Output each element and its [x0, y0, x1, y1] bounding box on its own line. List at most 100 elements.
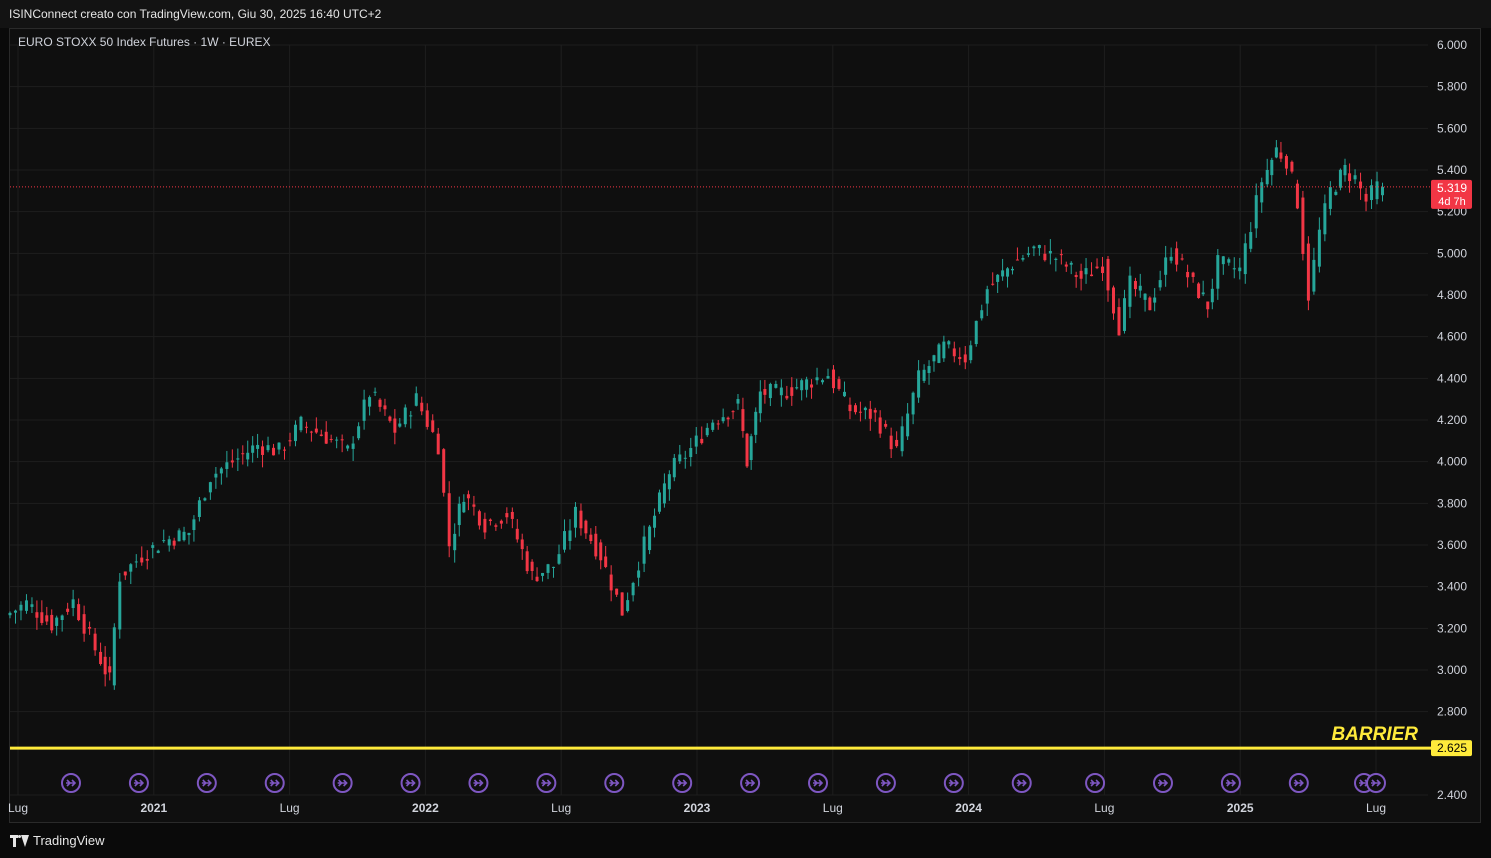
event-arrow-icon: [405, 779, 416, 787]
candle-body: [515, 528, 519, 540]
x-tick-label: 2024: [955, 801, 982, 815]
candle-body: [584, 520, 588, 534]
candle-body: [754, 411, 758, 435]
candle-body: [853, 405, 857, 413]
x-tick-label: 2023: [684, 801, 711, 815]
candle-body: [546, 564, 550, 573]
candle-body: [314, 428, 318, 433]
candle-body: [842, 391, 846, 397]
y-tick-label: 4.800: [1437, 288, 1467, 302]
candle-body: [414, 393, 418, 406]
candle-body: [716, 423, 720, 425]
candle-body: [689, 448, 693, 458]
candle-body: [1169, 256, 1173, 261]
event-arrow-icon: [745, 779, 756, 787]
candle-body: [304, 426, 308, 428]
chart-panel[interactable]: [9, 28, 1481, 823]
candle-body: [431, 420, 435, 432]
symbol-legend[interactable]: EURO STOXX 50 Index Futures · 1W · EUREX: [18, 35, 271, 49]
candle-body: [335, 439, 339, 441]
candle-body: [156, 550, 160, 553]
candle-body: [1059, 254, 1063, 256]
candle-body: [1301, 197, 1305, 255]
candle-body: [134, 561, 138, 563]
candle-body: [594, 533, 598, 557]
candle-body: [477, 511, 481, 526]
candle-body: [974, 320, 978, 345]
candle-body: [530, 561, 534, 571]
candle-body: [672, 457, 676, 478]
candle-body: [774, 383, 778, 388]
candle-body: [980, 310, 984, 319]
candle-body: [790, 387, 794, 396]
candle-body: [589, 534, 593, 541]
candle-body: [631, 582, 635, 596]
candle-body: [678, 454, 682, 462]
candle-body: [958, 357, 962, 360]
candle-body: [1290, 161, 1294, 172]
candle-body: [1243, 243, 1247, 275]
event-arrow-icon: [1225, 779, 1237, 787]
candle-body: [1043, 253, 1047, 261]
candle-body: [525, 551, 529, 572]
candle-body: [736, 399, 740, 404]
candle-body: [172, 540, 176, 546]
candle-body: [1328, 187, 1332, 209]
candle-body: [1249, 232, 1253, 249]
candle-body: [878, 417, 882, 434]
candle-body: [604, 556, 608, 567]
candle-body: [917, 370, 921, 398]
tradingview-logo-icon: [10, 834, 29, 847]
candle-body: [653, 515, 657, 528]
candle-body: [1232, 268, 1236, 270]
y-tick-label: 4.000: [1437, 455, 1467, 469]
candle-body: [261, 446, 265, 455]
candle-body: [436, 433, 440, 455]
barrier-price-label: 2.625: [1437, 741, 1467, 755]
y-tick-label: 3.800: [1437, 496, 1467, 510]
candle-body: [1111, 287, 1115, 314]
candle-body: [1216, 255, 1220, 289]
candle-body: [246, 452, 250, 460]
candle-body: [197, 500, 201, 517]
candle-body: [599, 542, 603, 561]
candle-body: [1143, 293, 1147, 300]
candle-body: [462, 501, 466, 513]
candle-body: [442, 449, 446, 493]
candle-body: [1128, 275, 1132, 307]
candle-body: [393, 418, 397, 433]
candle-body: [50, 614, 54, 631]
candle-body: [241, 453, 245, 455]
candle-body: [77, 604, 81, 621]
last-price-badge[interactable]: [1431, 179, 1472, 209]
candle-body: [1265, 169, 1269, 185]
candle-body: [1238, 267, 1242, 272]
candle-body: [368, 397, 372, 407]
candle-body: [1338, 169, 1342, 188]
candle-body: [821, 380, 825, 383]
x-tick-label: Lug: [1366, 801, 1386, 815]
candle-body: [947, 341, 951, 345]
candle-body: [1317, 229, 1321, 267]
event-arrow-icon: [1016, 779, 1027, 787]
event-arrow-icon: [880, 779, 892, 787]
candle-body: [657, 492, 661, 512]
candle-body: [1270, 159, 1274, 176]
event-arrow-icon: [1371, 779, 1382, 787]
candle-body: [167, 539, 171, 546]
candle-body: [351, 443, 355, 449]
tradingview-brand[interactable]: TradingView: [10, 833, 105, 848]
y-tick-label: 2.800: [1437, 705, 1467, 719]
candle-body: [510, 511, 514, 519]
candle-body: [40, 612, 44, 623]
top-bar: ISINConnect creato con TradingView.com, …: [0, 0, 1491, 28]
y-tick-label: 5.000: [1437, 246, 1467, 260]
candle-body: [952, 348, 956, 357]
candle-body: [731, 411, 735, 413]
candle-body: [214, 473, 218, 478]
y-tick-label: 5.800: [1437, 80, 1467, 94]
candle-body: [1381, 186, 1385, 196]
candle-body: [1064, 264, 1068, 267]
y-tick-label: 4.400: [1437, 371, 1467, 385]
